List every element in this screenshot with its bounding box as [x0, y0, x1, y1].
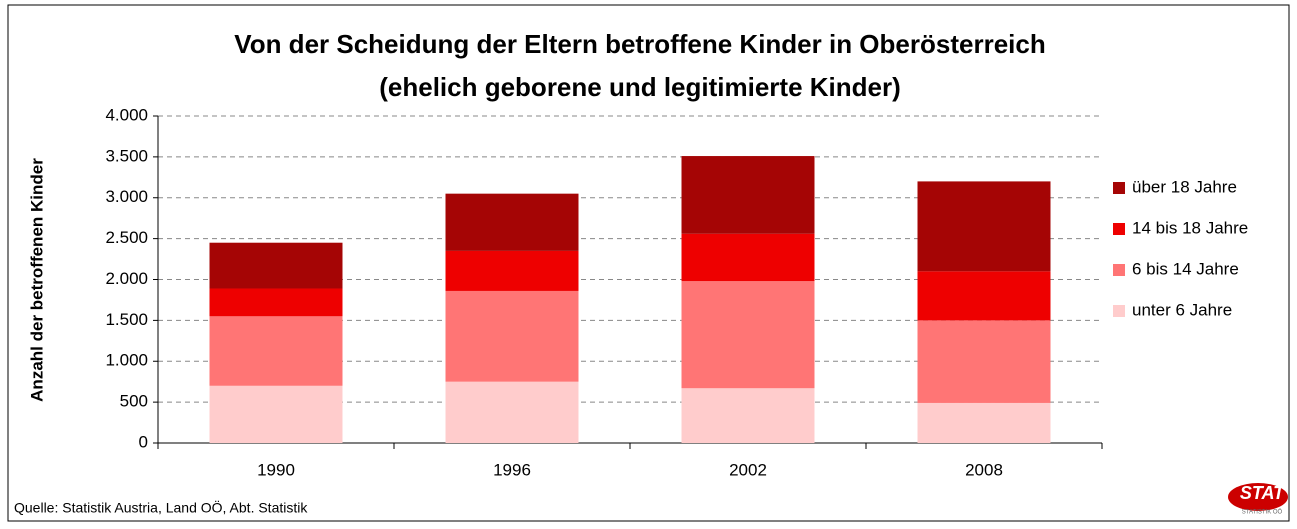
logo: STAT STATISTIK OÖ — [1228, 483, 1288, 516]
bar-segment — [445, 290, 579, 382]
legend-swatch — [1113, 223, 1125, 235]
legend-label: über 18 Jahre — [1132, 177, 1237, 196]
x-tick-label: 2008 — [965, 460, 1003, 479]
y-tick-label: 2.500 — [105, 228, 148, 247]
bar-segment — [209, 288, 343, 317]
legend-swatch — [1113, 182, 1125, 194]
y-tick-label: 1.500 — [105, 310, 148, 329]
y-tick-label: 2.000 — [105, 269, 148, 288]
legend-label: 6 bis 14 Jahre — [1132, 259, 1239, 278]
y-tick-label: 500 — [120, 392, 148, 411]
y-tick-label: 4.000 — [105, 105, 148, 124]
bar-segment — [917, 271, 1051, 321]
legend-label: unter 6 Jahre — [1132, 300, 1232, 319]
legend-swatch — [1113, 264, 1125, 276]
bar-segment — [681, 156, 815, 234]
y-tick-label: 0 — [139, 432, 148, 451]
source-note: Quelle: Statistik Austria, Land OÖ, Abt.… — [14, 499, 308, 516]
bar-segment — [209, 316, 343, 386]
logo-text: STAT — [1240, 483, 1286, 503]
legend-swatch — [1113, 305, 1125, 317]
chart-subtitle: (ehelich geborene und legitimierte Kinde… — [379, 72, 901, 102]
x-tick-label: 1996 — [493, 460, 531, 479]
x-tick-label: 1990 — [257, 460, 295, 479]
bar-segment — [681, 388, 815, 443]
bar-segment — [445, 250, 579, 291]
bar-segment — [917, 181, 1051, 272]
bar-segment — [681, 281, 815, 389]
y-tick-label: 3.500 — [105, 146, 148, 165]
bar-segment — [209, 242, 343, 289]
bar-segment — [445, 381, 579, 443]
bar-segment — [917, 320, 1051, 403]
logo-shape — [1228, 483, 1288, 511]
bar-segment — [445, 193, 579, 251]
y-tick-label: 3.000 — [105, 187, 148, 206]
y-axis-label: Anzahl der betroffenen Kinder — [27, 158, 46, 402]
logo-subtext: STATISTIK OÖ — [1242, 509, 1283, 516]
y-tick-label: 1.000 — [105, 351, 148, 370]
x-tick-label: 2002 — [729, 460, 767, 479]
bar-segment — [209, 385, 343, 443]
bar-segment — [917, 402, 1051, 443]
bar-segment — [681, 233, 815, 282]
legend-label: 14 bis 18 Jahre — [1132, 218, 1248, 237]
chart-title: Von der Scheidung der Eltern betroffene … — [234, 29, 1045, 59]
